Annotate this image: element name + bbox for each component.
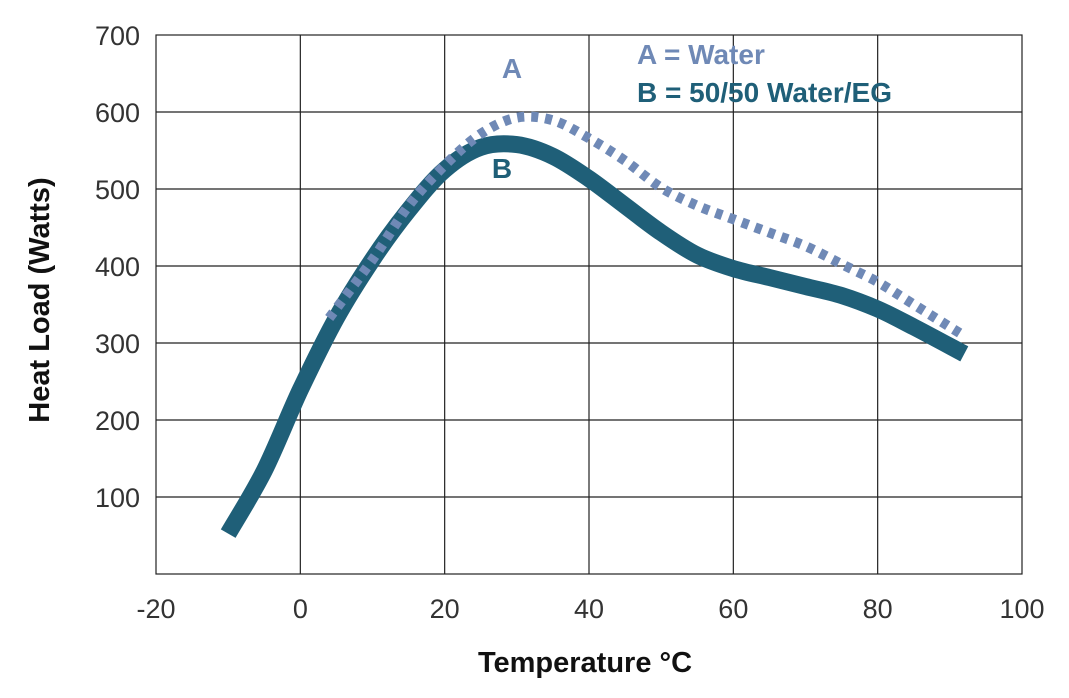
x-tick-label: 100: [999, 594, 1044, 624]
y-tick-labels: 100 200 300 400 500 600 700: [95, 21, 140, 513]
legend-entry-water-eg: B = 50/50 Water/EG: [637, 77, 892, 108]
y-tick-label: 300: [95, 329, 140, 359]
grid: [156, 35, 1022, 574]
x-tick-label: -20: [136, 594, 175, 624]
y-axis-title: Heat Load (Watts): [24, 177, 56, 422]
curve-label-a: A: [502, 53, 522, 84]
x-axis-title: Temperature °C: [478, 647, 692, 679]
series-group: [220, 111, 969, 538]
y-tick-label: 500: [95, 175, 140, 205]
x-tick-label: 80: [863, 594, 893, 624]
x-tick-labels: -20 0 20 40 60 80 100: [136, 594, 1044, 624]
y-tick-label: 200: [95, 406, 140, 436]
plot-frame: [155, 34, 1023, 575]
x-tick-label: 40: [574, 594, 604, 624]
x-tick-label: 20: [430, 594, 460, 624]
y-tick-label: 100: [95, 483, 140, 513]
series-line-water-eg: [220, 135, 969, 538]
curve-label-b: B: [492, 153, 512, 184]
x-tick-label: 60: [718, 594, 748, 624]
x-tick-label: 0: [293, 594, 308, 624]
y-tick-label: 600: [95, 98, 140, 128]
legend-entry-water: A = Water: [637, 39, 765, 70]
y-tick-label: 700: [95, 21, 140, 51]
y-tick-label: 400: [95, 252, 140, 282]
